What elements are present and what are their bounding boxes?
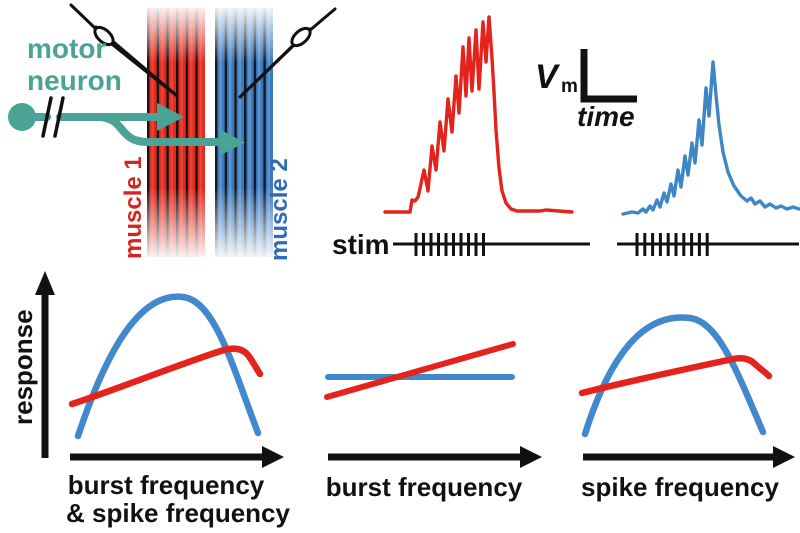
axon-branch <box>96 113 225 146</box>
plot1: burst frequency & spike frequency <box>66 293 291 528</box>
vm-label: V <box>535 58 561 96</box>
motor-neuron-label-line1: motor <box>27 33 106 64</box>
stim-train-left <box>393 233 590 256</box>
plot2: burst frequency <box>324 341 542 502</box>
blue-vm-trace <box>621 60 800 216</box>
voltage-traces-panel: V m time stim <box>332 15 800 260</box>
plot2-x-axis <box>328 446 542 468</box>
red-vm-trace <box>383 15 574 214</box>
muscle1-band <box>147 8 205 257</box>
muscle1-label: muscle 1 <box>120 156 147 259</box>
plot2-xlabel: burst frequency <box>326 472 523 502</box>
plot1-y-axis <box>35 271 55 458</box>
response-ylabel: response <box>8 309 38 425</box>
stim-label: stim <box>332 229 390 260</box>
stim-train-right <box>617 233 799 256</box>
plot3-red-curve <box>578 354 773 397</box>
plot3: spike frequency <box>578 314 795 502</box>
response-plots-panel: response burst frequency & spike frequen… <box>8 271 795 528</box>
electrode-2-icon <box>238 7 337 99</box>
nerve-terminal-2 <box>219 129 245 156</box>
plot1-xlabel-line1: burst frequency <box>68 470 265 500</box>
nerve-terminal-1 <box>157 103 184 131</box>
plot3-blue-curve <box>581 314 767 438</box>
plot3-x-axis <box>583 446 795 468</box>
soma-icon <box>8 103 36 131</box>
vm-subscript: m <box>561 76 578 97</box>
neuromuscular-schematic: motor neuron muscle 1 muscle 2 <box>8 3 337 261</box>
scale-bar-icon <box>580 49 637 103</box>
plot1-x-axis <box>70 446 284 468</box>
time-label: time <box>577 101 635 132</box>
muscle2-label: muscle 2 <box>266 158 293 261</box>
plot1-red-curve <box>68 345 264 408</box>
electrode-1-icon <box>69 3 179 98</box>
plot3-xlabel: spike frequency <box>581 472 780 502</box>
plot1-xlabel-line2: & spike frequency <box>66 498 291 528</box>
plot1-blue-curve <box>74 293 262 440</box>
motor-neuron-drawing <box>8 103 225 146</box>
motor-neuron-label-line2: neuron <box>27 65 122 96</box>
axon-break-icon <box>41 96 65 138</box>
plot2-red-line <box>324 341 516 400</box>
